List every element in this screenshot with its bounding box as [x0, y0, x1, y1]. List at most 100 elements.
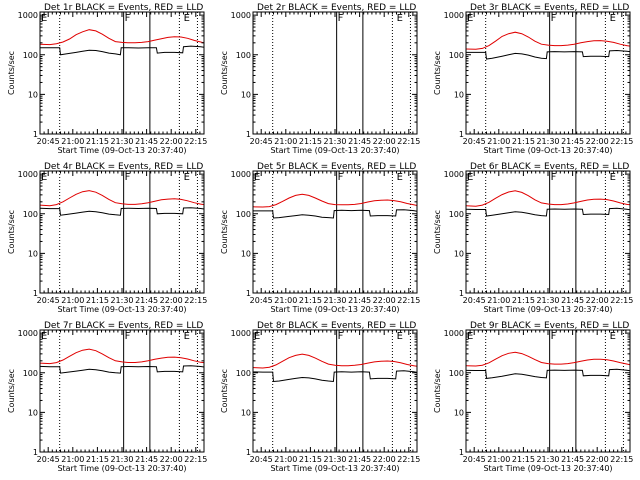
- panel-title: Det 4r BLACK = Events, RED = LLD: [44, 162, 203, 172]
- x-tick-label: 21:45: [348, 455, 371, 464]
- x-tick-label: 22:00: [373, 455, 396, 464]
- flag-label: F: [338, 331, 344, 342]
- y-axis-label: Counts/sec: [7, 369, 16, 413]
- y-tick-label: 100: [449, 51, 464, 60]
- x-tick-label: 21:00: [487, 296, 510, 305]
- y-tick-label: 100: [23, 369, 38, 378]
- events-series-line: [39, 207, 205, 216]
- x-tick-label: 21:30: [323, 296, 346, 305]
- lld-series-line: [465, 31, 631, 50]
- x-tick-label: 22:15: [610, 137, 633, 146]
- y-tick-label: 10: [454, 90, 464, 99]
- x-tick-label: 22:00: [160, 296, 183, 305]
- y-tick-label: 10: [28, 90, 38, 99]
- panel-title: Det 3r BLACK = Events, RED = LLD: [470, 3, 629, 13]
- x-tick-label: 21:00: [274, 296, 297, 305]
- flag-label: F: [125, 172, 131, 183]
- flag-label: E: [610, 331, 616, 342]
- x-tick-label: 21:45: [135, 455, 158, 464]
- x-tick-label: 21:00: [61, 455, 84, 464]
- flag-label: F: [338, 172, 344, 183]
- x-tick-label: 20:45: [250, 455, 273, 464]
- panel-title: Det 5r BLACK = Events, RED = LLD: [257, 162, 416, 172]
- panel-title: Det 8r BLACK = Events, RED = LLD: [257, 321, 416, 331]
- y-tick-label: 1: [459, 448, 464, 457]
- flag-label: F: [551, 331, 557, 342]
- x-axis-label: Start Time (09-Oct-13 20:37:40): [270, 305, 399, 314]
- x-tick-label: 22:15: [184, 296, 207, 305]
- x-tick-label: 21:45: [561, 137, 584, 146]
- flag-label: E: [610, 172, 616, 183]
- y-tick-label: 1000: [18, 329, 38, 338]
- lld-series-line: [39, 190, 205, 207]
- x-tick-label: 21:15: [86, 455, 109, 464]
- flag-label: E: [397, 13, 403, 24]
- x-tick-label: 20:45: [37, 455, 60, 464]
- events-series-line: [253, 209, 418, 219]
- flag-label: E: [467, 172, 473, 183]
- x-tick-label: 20:45: [463, 455, 486, 464]
- x-tick-label: 20:45: [463, 137, 486, 146]
- y-axis-label: Counts/sec: [220, 51, 229, 95]
- y-tick-label: 100: [449, 369, 464, 378]
- y-tick-label: 100: [23, 51, 38, 60]
- x-tick-label: 22:15: [610, 296, 633, 305]
- y-tick-label: 1000: [444, 329, 464, 338]
- y-axis-label: Counts/sec: [433, 51, 442, 95]
- y-tick-label: 1: [33, 448, 38, 457]
- y-tick-label: 1: [33, 130, 38, 139]
- events-series-line: [465, 368, 631, 379]
- x-tick-label: 21:15: [512, 296, 535, 305]
- y-axis-label: Counts/sec: [7, 51, 16, 95]
- x-tick-label: 21:45: [561, 296, 584, 305]
- x-axis-label: Start Time (09-Oct-13 20:37:40): [483, 464, 612, 473]
- events-series-line: [252, 370, 418, 383]
- flag-label: E: [610, 13, 616, 24]
- x-tick-label: 21:15: [299, 137, 322, 146]
- y-tick-label: 1: [459, 289, 464, 298]
- x-tick-label: 21:00: [274, 455, 297, 464]
- lld-series-line: [39, 29, 205, 46]
- x-tick-label: 21:30: [110, 296, 133, 305]
- x-tick-label: 22:00: [586, 455, 609, 464]
- y-tick-label: 100: [23, 210, 38, 219]
- lld-series-line: [39, 348, 205, 365]
- x-tick-label: 22:00: [586, 296, 609, 305]
- x-axis-label: Start Time (09-Oct-13 20:37:40): [270, 464, 399, 473]
- x-axis-label: Start Time (09-Oct-13 20:37:40): [57, 464, 186, 473]
- x-tick-label: 20:45: [463, 296, 486, 305]
- y-tick-label: 10: [241, 408, 251, 417]
- x-tick-label: 21:30: [110, 137, 133, 146]
- x-tick-label: 21:45: [348, 137, 371, 146]
- x-axis-label: Start Time (09-Oct-13 20:37:40): [57, 146, 186, 155]
- x-tick-label: 21:00: [487, 137, 510, 146]
- x-tick-label: 21:15: [299, 296, 322, 305]
- x-tick-label: 22:00: [586, 137, 609, 146]
- y-axis-label: Counts/sec: [433, 369, 442, 413]
- y-tick-label: 1000: [444, 170, 464, 179]
- x-tick-label: 22:15: [184, 455, 207, 464]
- lld-series-line: [252, 193, 418, 208]
- x-tick-label: 21:30: [323, 137, 346, 146]
- y-tick-label: 10: [241, 90, 251, 99]
- flag-label: E: [397, 172, 403, 183]
- x-tick-label: 22:00: [373, 296, 396, 305]
- y-tick-label: 10: [28, 408, 38, 417]
- y-tick-label: 1: [459, 130, 464, 139]
- flag-label: F: [125, 13, 131, 24]
- x-tick-label: 22:15: [397, 455, 420, 464]
- y-tick-label: 10: [454, 408, 464, 417]
- x-tick-label: 21:45: [135, 137, 158, 146]
- lld-series-line: [465, 351, 631, 367]
- flag-label: E: [184, 13, 190, 24]
- flag-label: E: [254, 331, 260, 342]
- flag-label: E: [184, 331, 190, 342]
- x-tick-label: 21:45: [135, 296, 158, 305]
